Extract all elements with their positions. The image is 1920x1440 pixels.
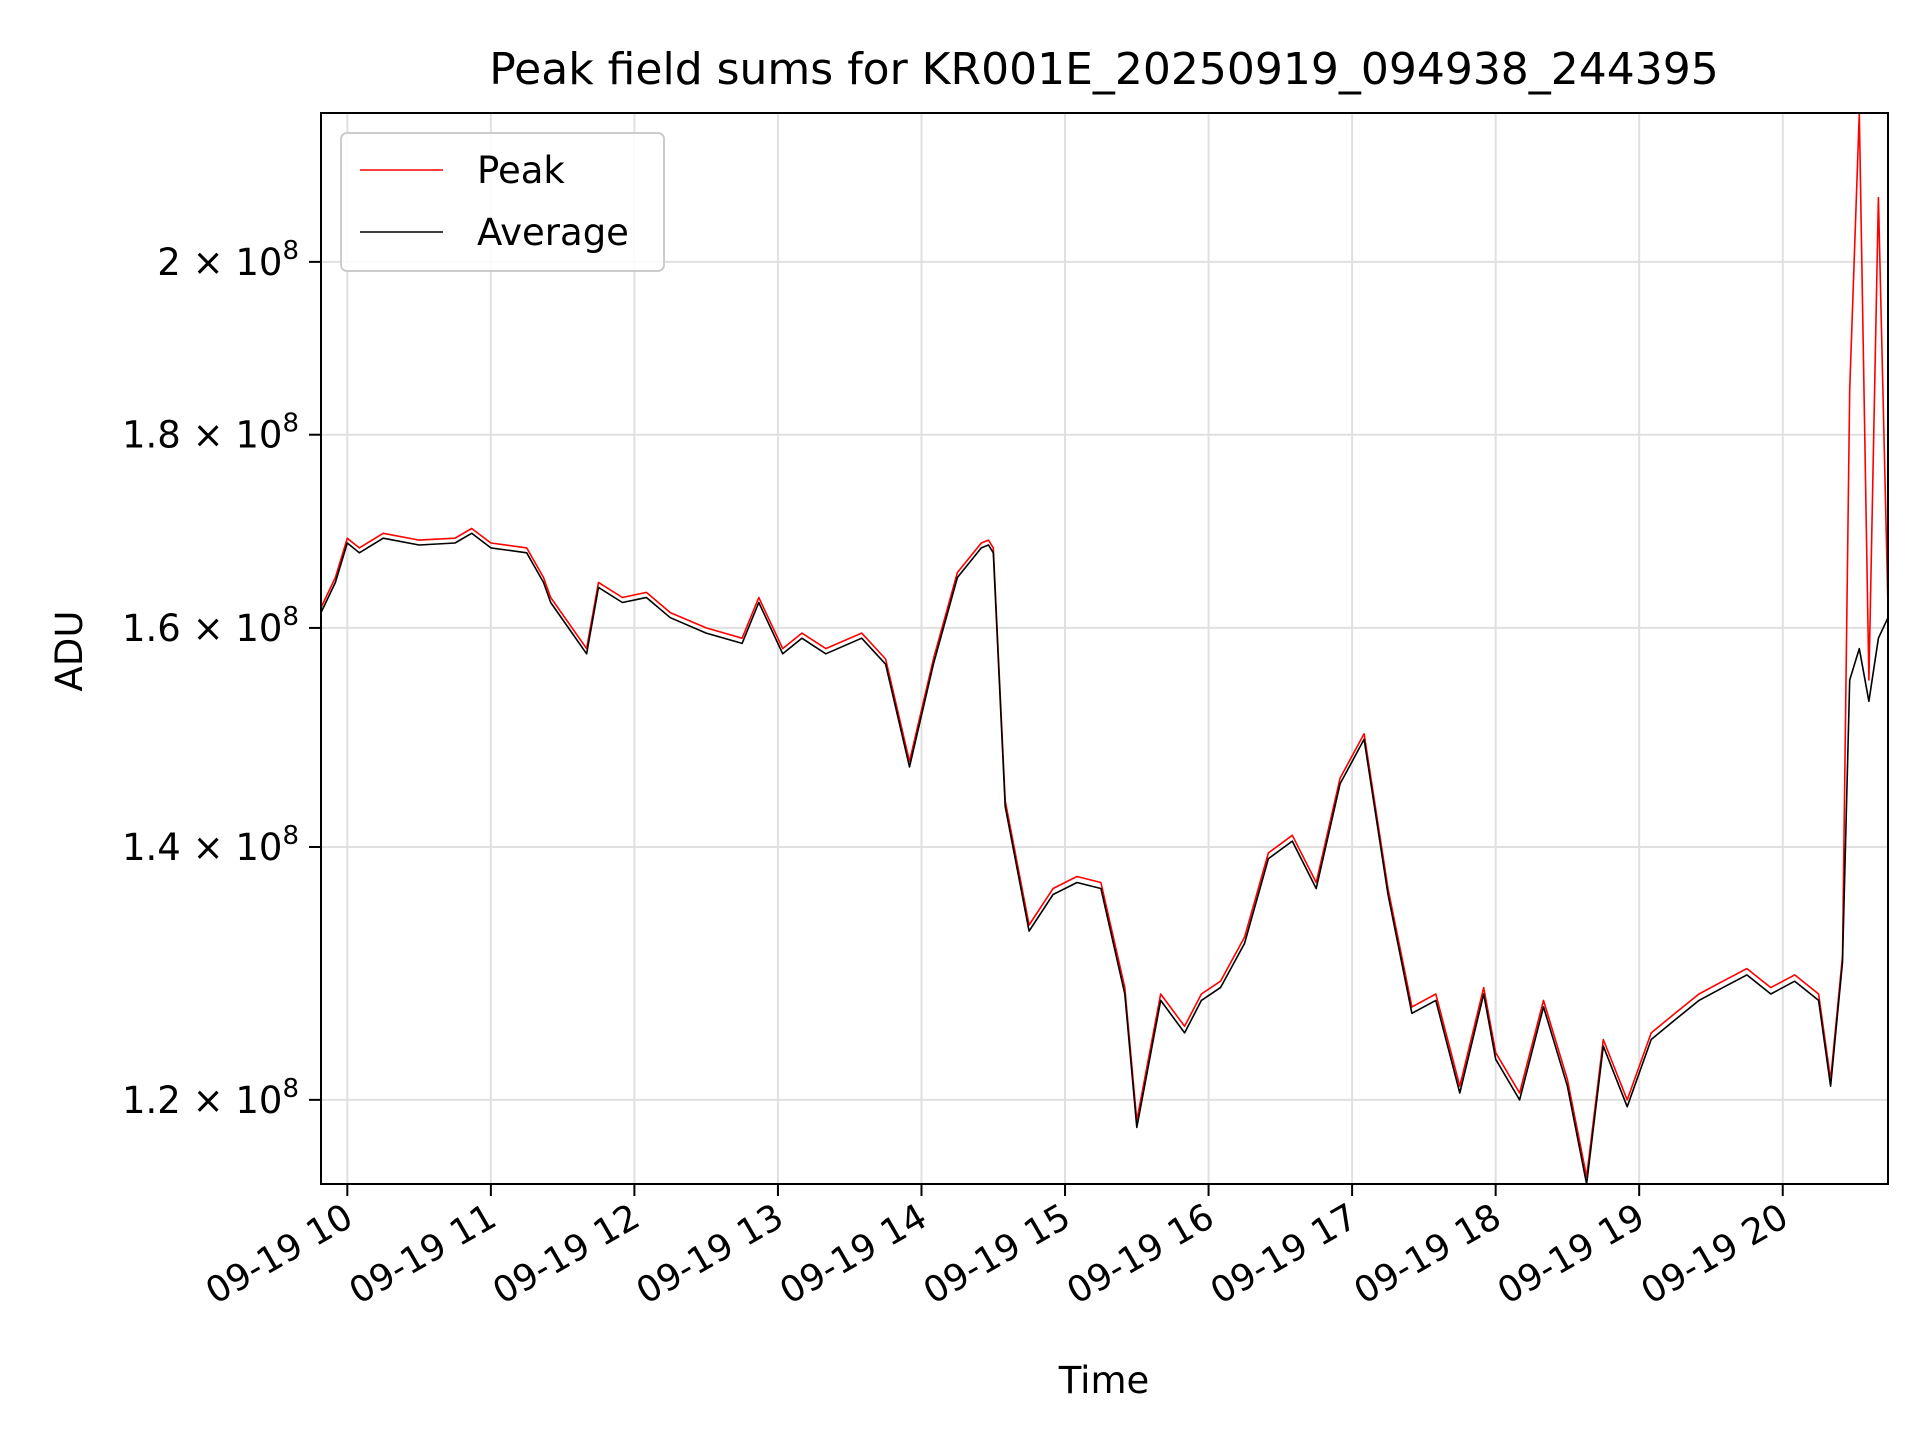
legend-label: Peak	[477, 149, 565, 192]
series-layer	[320, 112, 1889, 1185]
legend-box	[340, 132, 665, 272]
y-tick-label: 1.2 × 108	[122, 1074, 299, 1122]
legend-label: Average	[477, 211, 629, 254]
y-tick-label: 1.6 × 108	[122, 602, 299, 650]
y-tick-label: 2 × 108	[157, 236, 299, 284]
plot-frame	[320, 112, 1889, 1185]
y-tick-label: 1.8 × 108	[122, 409, 299, 457]
series-line-average	[320, 532, 1889, 1185]
x-axis-label: Time	[1058, 1359, 1150, 1402]
legend: Peak Average	[340, 132, 665, 272]
y-axis-label: ADU	[48, 611, 91, 692]
y-axis: 1.2 × 108 1.4 × 108 1.6 × 108 1.8 × 108 2 × …	[122, 236, 321, 1122]
y-tick-label: 1.4 × 108	[122, 821, 299, 869]
chart-title: Peak field sums for KR001E_20250919_0949…	[489, 44, 1719, 95]
